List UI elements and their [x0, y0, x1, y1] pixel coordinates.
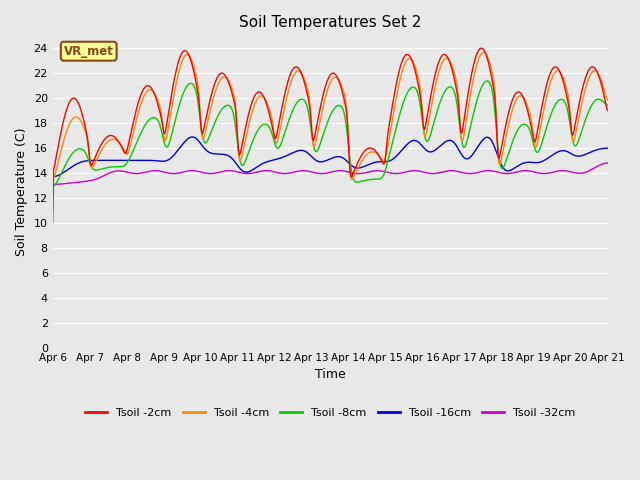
Tsoil -16cm: [49, 174, 56, 180]
Line: Tsoil -2cm: Tsoil -2cm: [52, 48, 608, 223]
Tsoil -2cm: [49, 220, 56, 226]
Tsoil -4cm: [59, 142, 67, 147]
Tsoil -16cm: [604, 145, 612, 151]
Tsoil -2cm: [116, 141, 124, 146]
Tsoil -16cm: [202, 147, 210, 153]
X-axis label: Time: Time: [315, 368, 346, 381]
Tsoil -2cm: [202, 118, 209, 124]
Tsoil -4cm: [172, 81, 180, 86]
Tsoil -8cm: [483, 78, 491, 84]
Tsoil -8cm: [397, 105, 405, 111]
Tsoil -4cm: [479, 49, 487, 55]
Tsoil -32cm: [116, 168, 124, 174]
Legend: Tsoil -2cm, Tsoil -4cm, Tsoil -8cm, Tsoil -16cm, Tsoil -32cm: Tsoil -2cm, Tsoil -4cm, Tsoil -8cm, Tsoi…: [81, 403, 580, 422]
Tsoil -16cm: [172, 150, 180, 156]
Tsoil -8cm: [414, 90, 422, 96]
Tsoil -2cm: [477, 45, 485, 51]
Tsoil -32cm: [59, 181, 67, 187]
Tsoil -4cm: [397, 71, 405, 76]
Tsoil -8cm: [116, 164, 124, 169]
Title: Soil Temperatures Set 2: Soil Temperatures Set 2: [239, 15, 421, 30]
Tsoil -32cm: [397, 170, 405, 176]
Line: Tsoil -8cm: Tsoil -8cm: [52, 81, 608, 187]
Tsoil -32cm: [604, 160, 612, 166]
Tsoil -2cm: [59, 121, 67, 127]
Tsoil -4cm: [116, 141, 124, 146]
Tsoil -2cm: [414, 80, 422, 85]
Line: Tsoil -16cm: Tsoil -16cm: [52, 137, 608, 177]
Tsoil -2cm: [397, 60, 405, 66]
Tsoil -16cm: [59, 170, 67, 176]
Tsoil -8cm: [202, 140, 209, 146]
Tsoil -16cm: [116, 157, 124, 163]
Tsoil -16cm: [415, 139, 422, 145]
Tsoil -4cm: [202, 129, 209, 134]
Tsoil -8cm: [604, 102, 612, 108]
Tsoil -32cm: [49, 181, 56, 187]
Tsoil -8cm: [172, 114, 180, 120]
Tsoil -16cm: [399, 147, 406, 153]
Tsoil -32cm: [172, 170, 180, 176]
Tsoil -32cm: [414, 168, 422, 174]
Text: VR_met: VR_met: [64, 45, 114, 58]
Tsoil -2cm: [172, 68, 180, 73]
Tsoil -16cm: [189, 134, 196, 140]
Tsoil -32cm: [202, 170, 209, 176]
Line: Tsoil -32cm: Tsoil -32cm: [52, 163, 608, 184]
Y-axis label: Soil Temperature (C): Soil Temperature (C): [15, 127, 28, 256]
Tsoil -4cm: [604, 97, 612, 103]
Tsoil -4cm: [414, 72, 422, 78]
Tsoil -8cm: [59, 168, 67, 173]
Tsoil -8cm: [49, 184, 56, 190]
Tsoil -4cm: [49, 207, 56, 213]
Line: Tsoil -4cm: Tsoil -4cm: [52, 52, 608, 210]
Tsoil -2cm: [604, 108, 612, 113]
